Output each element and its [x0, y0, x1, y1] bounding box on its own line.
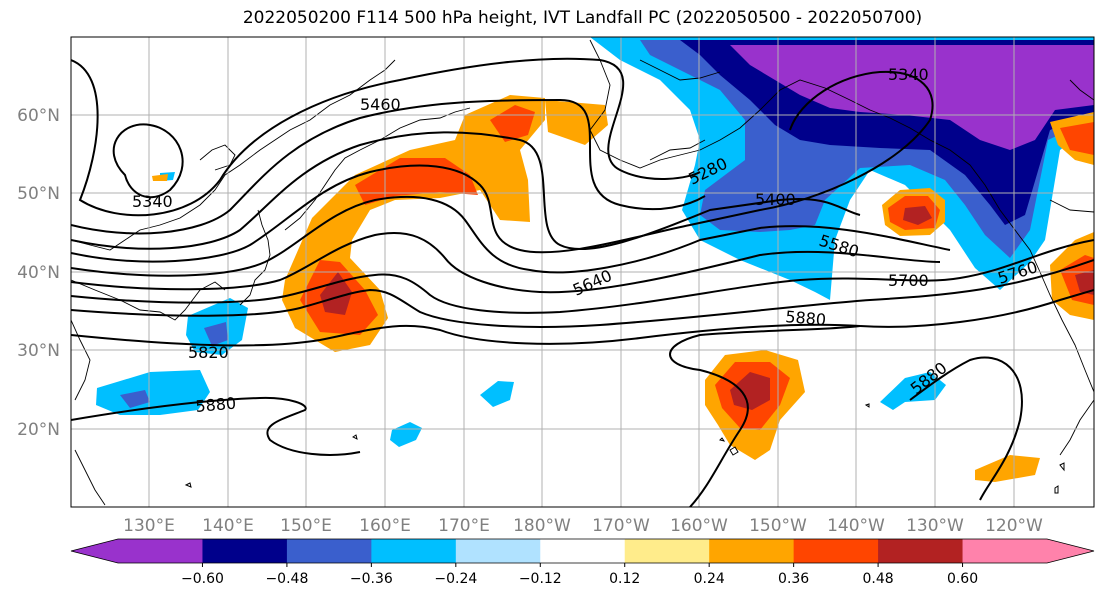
- colorbar-ticks: −0.60 −0.48 −0.36 −0.24 −0.12 0.12 0.24 0.36 0.4…: [181, 563, 978, 587]
- lat-label: 50°N: [17, 184, 60, 204]
- colorbar: −0.60 −0.48 −0.36 −0.24 −0.12 0.12 0.24 0.36 0.4…: [70, 538, 1095, 587]
- height-contours: [71, 57, 1094, 507]
- lon-label: 140°E: [202, 516, 254, 536]
- colorbar-cells: [118, 539, 1048, 563]
- lon-label: 120°W: [985, 516, 1043, 536]
- lon-label: 180°W: [513, 516, 571, 536]
- colorbar-cell: [202, 539, 288, 563]
- colorbar-tick-label: −0.12: [519, 571, 562, 587]
- colorbar-tick-label: 0.12: [609, 571, 640, 587]
- lon-label: 170°E: [438, 516, 490, 536]
- colorbar-tick-label: −0.24: [434, 571, 477, 587]
- contour-label: 5340: [132, 192, 173, 211]
- lon-label: 140°W: [827, 516, 885, 536]
- lat-label: 20°N: [17, 420, 60, 440]
- longitude-labels: 130°E 140°E 150°E 160°E 170°E 180°W 170°…: [123, 516, 1043, 536]
- colorbar-outline: [70, 538, 1095, 564]
- map-frame: [70, 36, 1095, 508]
- colorbar-cell: [624, 539, 710, 563]
- lon-label: 130°E: [123, 516, 175, 536]
- colorbar-arrow-left: [71, 539, 118, 563]
- ivt-positive-shading: [152, 95, 1094, 482]
- colorbar-arrow-right: [1047, 539, 1094, 563]
- lat-label: 60°N: [17, 106, 60, 126]
- colorbar-tick-label: −0.48: [265, 571, 308, 587]
- lon-label: 150°W: [749, 516, 807, 536]
- lat-label: 40°N: [17, 263, 60, 283]
- colorbar-tick-label: −0.36: [350, 571, 393, 587]
- colorbar-tick-label: −0.60: [181, 571, 224, 587]
- colorbar-cell: [371, 539, 457, 563]
- lon-label: 130°W: [906, 516, 964, 536]
- colorbar-cell: [878, 539, 964, 563]
- contour-label: 5460: [360, 95, 401, 114]
- lon-label: 170°W: [592, 516, 650, 536]
- lon-label: 160°E: [359, 516, 411, 536]
- colorbar-cell: [962, 539, 1048, 563]
- contour-label: 5700: [888, 271, 929, 290]
- lon-label: 150°E: [280, 516, 332, 536]
- contour-label: 5880: [195, 394, 237, 416]
- latitude-labels: 60°N 50°N 40°N 30°N 20°N: [17, 106, 60, 440]
- ivt-negative-shading: [96, 37, 1094, 447]
- contour-label: 5880: [785, 307, 827, 329]
- colorbar-cell: [286, 539, 372, 563]
- colorbar-tick-label: 0.24: [694, 571, 725, 587]
- colorbar-cell: [540, 539, 626, 563]
- contour-label: 5400: [755, 190, 796, 209]
- colorbar-cell: [709, 539, 795, 563]
- lat-label: 30°N: [17, 341, 60, 361]
- islands: [184, 403, 1065, 494]
- map-title: 2022050200 F114 500 hPa height, IVT Land…: [242, 8, 923, 28]
- colorbar-cell: [455, 539, 541, 563]
- colorbar-tick-label: 0.48: [863, 571, 894, 587]
- contour-label: 5820: [188, 343, 229, 362]
- colorbar-cell: [118, 539, 203, 563]
- colorbar-tick-label: 0.60: [947, 571, 978, 587]
- lon-label: 160°W: [670, 516, 728, 536]
- colorbar-cell: [793, 539, 879, 563]
- colorbar-tick-label: 0.36: [778, 571, 809, 587]
- contour-label: 5340: [888, 65, 929, 84]
